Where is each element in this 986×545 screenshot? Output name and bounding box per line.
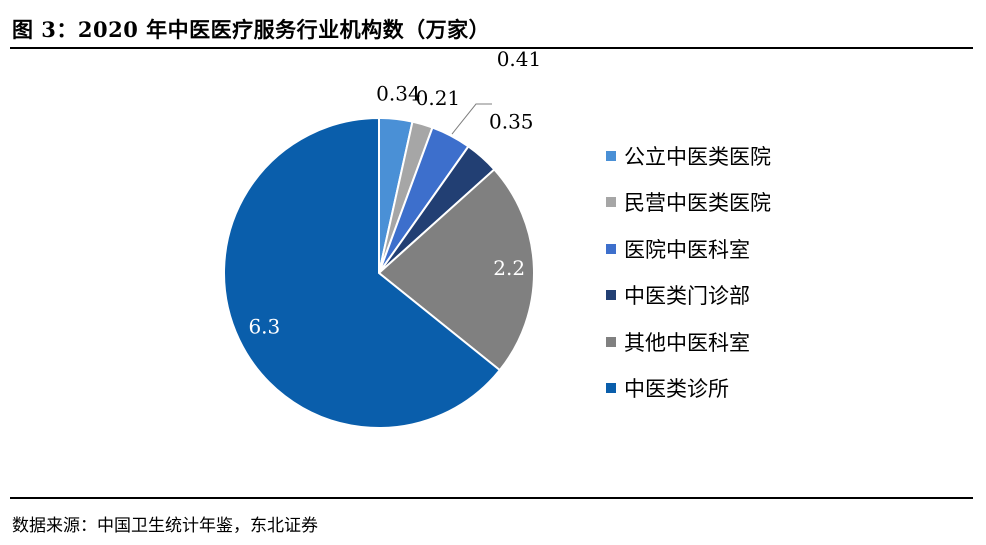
legend-swatch [606,383,616,393]
source-divider [10,497,973,499]
title-divider [10,47,973,49]
legend-label: 公立中医类医院 [624,144,771,169]
legend-label: 中医类门诊部 [624,284,750,308]
legend-swatch [606,243,616,254]
source-note: 数据来源：中国卫生统计年鉴，东北证券 [12,516,318,536]
legend-item-hospital-tcm-dept: 医院中医科室 [606,237,771,262]
legend-swatch [606,197,616,207]
slice-tcm-clinic [223,116,502,429]
data-label: 0.35 [489,109,534,133]
chart-legend: 公立中医类医院 民营中医类医院 医院中医科室 中医类门诊部 其他中医科室 中医类… [606,144,771,423]
legend-item-other-tcm-dept: 其他中医科室 [606,330,771,355]
legend-label: 医院中医科室 [624,237,750,262]
figure-title: 图 3：2020 年中医医疗服务行业机构数（万家） [12,17,491,42]
legend-label: 其他中医科室 [624,330,750,355]
legend-item-tcm-clinic: 中医类诊所 [606,377,771,401]
legend-item-private-tcm-hospital: 民营中医类医院 [606,191,771,215]
slice-other-tcm-dept [377,168,535,372]
legend-label: 民营中医类医院 [624,191,771,215]
data-label: 0.41 [497,50,542,71]
data-label: 0.34 [376,82,421,106]
data-label: 6.3 [248,314,280,338]
legend-swatch [606,290,616,300]
legend-label: 中医类诊所 [624,377,729,401]
pie-chart: 0.340.21 0.41 0.35 2.2 6.3 [223,50,542,429]
data-label: 2.2 [493,256,525,280]
legend-swatch [606,336,616,347]
legend-item-tcm-outpatient: 中医类门诊部 [606,284,771,308]
legend-swatch [606,150,616,161]
data-label: 0.21 [416,86,461,110]
legend-item-public-tcm-hospital: 公立中医类医院 [606,144,771,169]
label-leader-line [451,103,492,135]
